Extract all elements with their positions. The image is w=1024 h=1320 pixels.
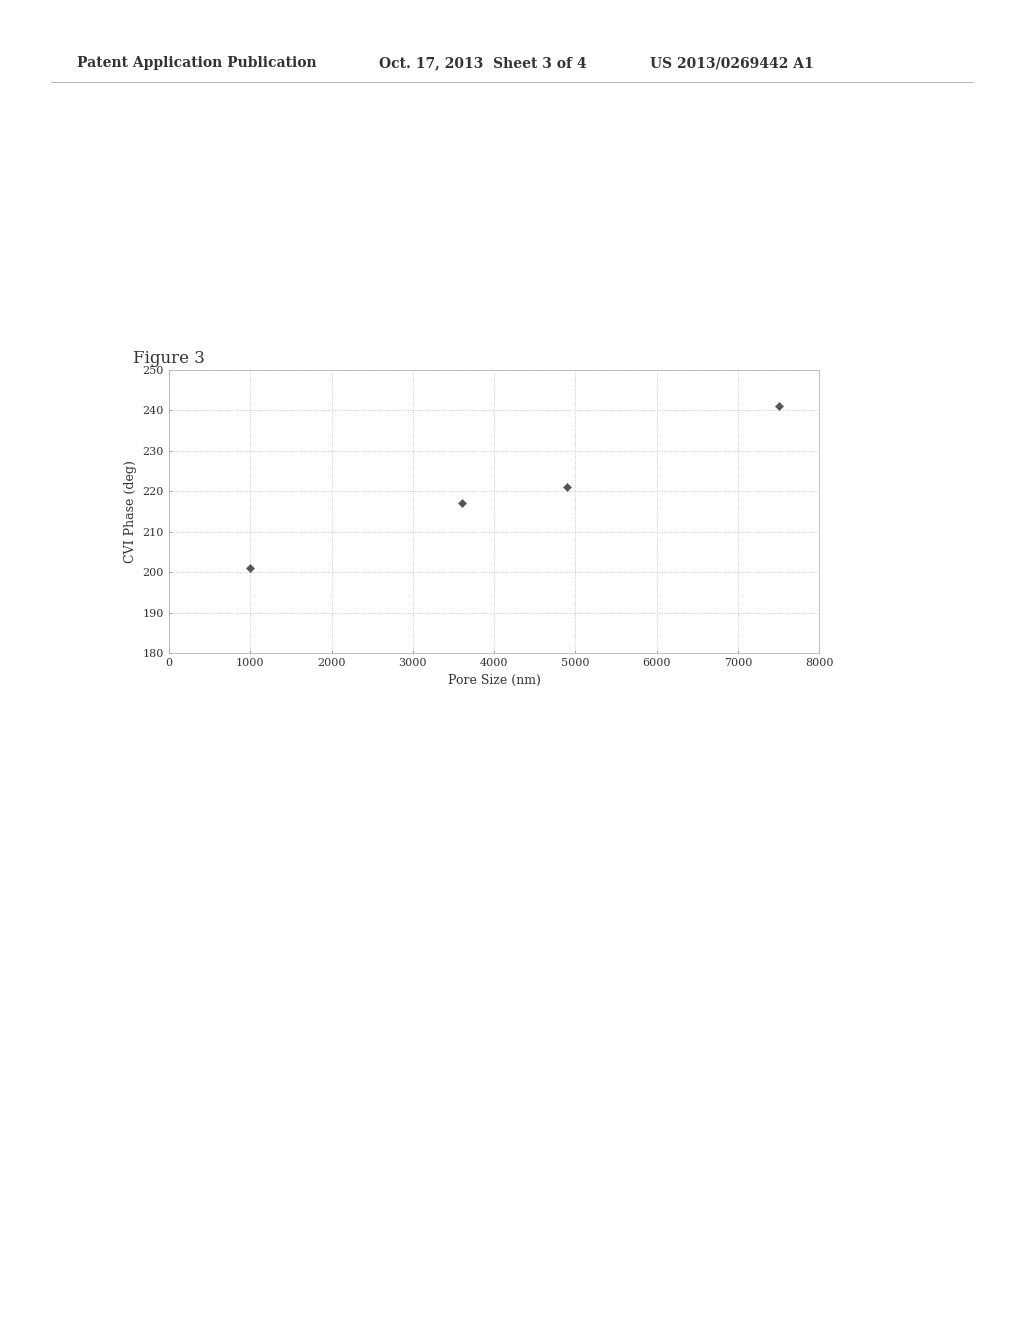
Point	[242, 557, 258, 578]
Point	[454, 492, 470, 513]
Text: US 2013/0269442 A1: US 2013/0269442 A1	[650, 57, 814, 70]
Text: Figure 3: Figure 3	[133, 350, 205, 367]
Point	[559, 477, 575, 498]
Text: Oct. 17, 2013  Sheet 3 of 4: Oct. 17, 2013 Sheet 3 of 4	[379, 57, 587, 70]
Text: Patent Application Publication: Patent Application Publication	[77, 57, 316, 70]
Point	[770, 396, 786, 417]
Y-axis label: CVI Phase (deg): CVI Phase (deg)	[124, 461, 137, 562]
X-axis label: Pore Size (nm): Pore Size (nm)	[447, 673, 541, 686]
